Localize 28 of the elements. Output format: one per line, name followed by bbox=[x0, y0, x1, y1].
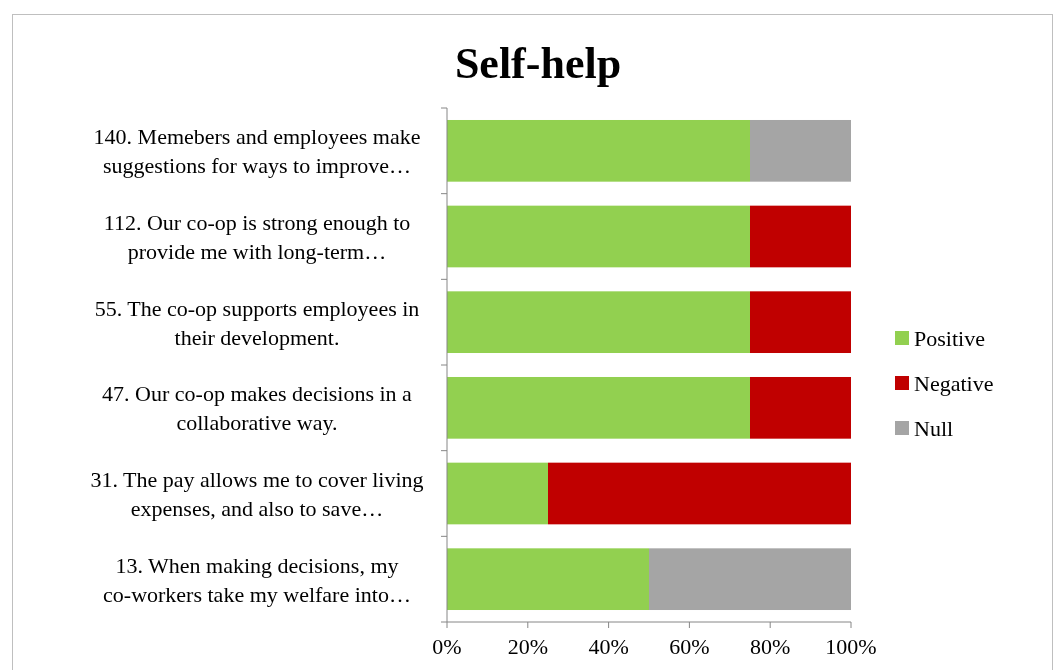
bar bbox=[447, 291, 750, 354]
bar bbox=[447, 548, 649, 611]
y-tick-label: 55. The co-op supports employees in their development. bbox=[94, 295, 420, 350]
legend-label: Negative bbox=[914, 371, 994, 396]
y-tick-label: 140. Memebers and employees make suggestions for ways to improve… bbox=[93, 124, 421, 179]
bar bbox=[447, 376, 750, 439]
legend-label: Positive bbox=[914, 326, 985, 351]
bar bbox=[750, 291, 851, 354]
y-tick-label: 112. Our co-op is strong enough to provide me with long-term… bbox=[103, 210, 411, 264]
bar bbox=[447, 205, 750, 268]
bar bbox=[447, 119, 750, 182]
bar bbox=[447, 462, 548, 525]
x-tick-label: 40% bbox=[588, 634, 629, 659]
x-tick-label: 80% bbox=[750, 634, 791, 659]
bar bbox=[750, 376, 851, 439]
chart-title: Self-help bbox=[454, 39, 622, 88]
y-tick-label: 31. The pay allows me to cover living expenses, and also to save… bbox=[90, 467, 424, 521]
bar bbox=[649, 548, 851, 611]
bar bbox=[548, 462, 851, 525]
x-tick-label: 20% bbox=[507, 634, 548, 659]
legend-label: Null bbox=[914, 416, 954, 441]
x-tick-label: 0% bbox=[432, 634, 462, 659]
x-tick-label: 100% bbox=[825, 634, 877, 659]
y-tick-label: 13. When making decisions, my co-workers take my welfare into… bbox=[103, 552, 411, 607]
y-tick-label: 47. Our co-op makes decisions in a collaborative way. bbox=[102, 381, 413, 436]
bar bbox=[750, 119, 851, 182]
bar bbox=[750, 205, 851, 268]
x-tick-label: 60% bbox=[669, 634, 710, 659]
